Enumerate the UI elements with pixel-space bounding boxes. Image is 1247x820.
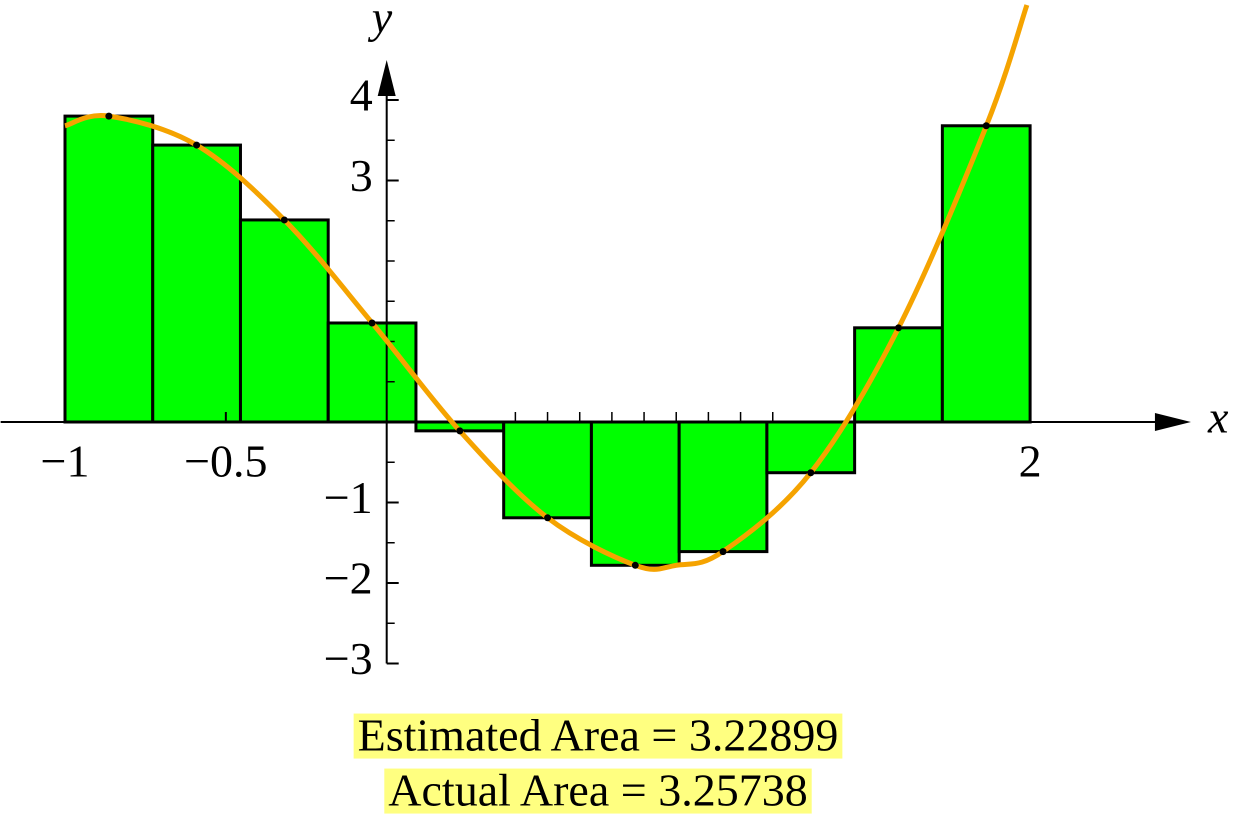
bar bbox=[940, 124, 1032, 424]
bar bbox=[326, 321, 418, 424]
annotation-highlight bbox=[384, 768, 812, 814]
y-axis-arrow bbox=[377, 60, 396, 96]
sample-point bbox=[544, 514, 552, 522]
sample-point bbox=[719, 548, 727, 556]
sample-point bbox=[368, 319, 376, 327]
x-axis-arrow bbox=[1154, 413, 1191, 431]
sample-point bbox=[280, 216, 288, 224]
sample-point bbox=[631, 561, 639, 569]
axes: −1 −0.5 2 −3 −2 −1 3 4 bbox=[0, 60, 1191, 684]
y-tick-label: −2 bbox=[324, 553, 373, 604]
x-tick-label: −1 bbox=[41, 436, 90, 487]
x-axis-label: x bbox=[1207, 392, 1229, 443]
bar bbox=[63, 114, 155, 424]
y-tick-label: 4 bbox=[350, 70, 373, 121]
sample-point bbox=[982, 122, 990, 130]
x-tick-label: −0.5 bbox=[184, 436, 267, 487]
bar bbox=[853, 326, 944, 424]
annotation: Actual Area = 3.25738 bbox=[388, 765, 807, 816]
y-tick-label: 3 bbox=[350, 150, 373, 201]
y-axis-label: y bbox=[368, 0, 393, 43]
background bbox=[353, 713, 843, 814]
sample-point bbox=[456, 427, 464, 435]
sample-point bbox=[105, 112, 113, 120]
bar bbox=[589, 420, 681, 567]
sample-point bbox=[894, 324, 902, 332]
sample-point bbox=[807, 469, 815, 477]
bar bbox=[677, 420, 769, 554]
bar bbox=[502, 420, 593, 520]
sample-point bbox=[193, 141, 201, 149]
curve bbox=[64, 4, 1030, 572]
bars bbox=[63, 114, 1032, 567]
annotation: Estimated Area = 3.22899 bbox=[358, 710, 839, 761]
x-tick-label: 2 bbox=[1019, 436, 1042, 487]
bar bbox=[151, 143, 242, 424]
y-tick-label: −3 bbox=[324, 633, 373, 684]
y-tick-label: −1 bbox=[324, 472, 373, 523]
annotation-highlight bbox=[353, 713, 843, 759]
